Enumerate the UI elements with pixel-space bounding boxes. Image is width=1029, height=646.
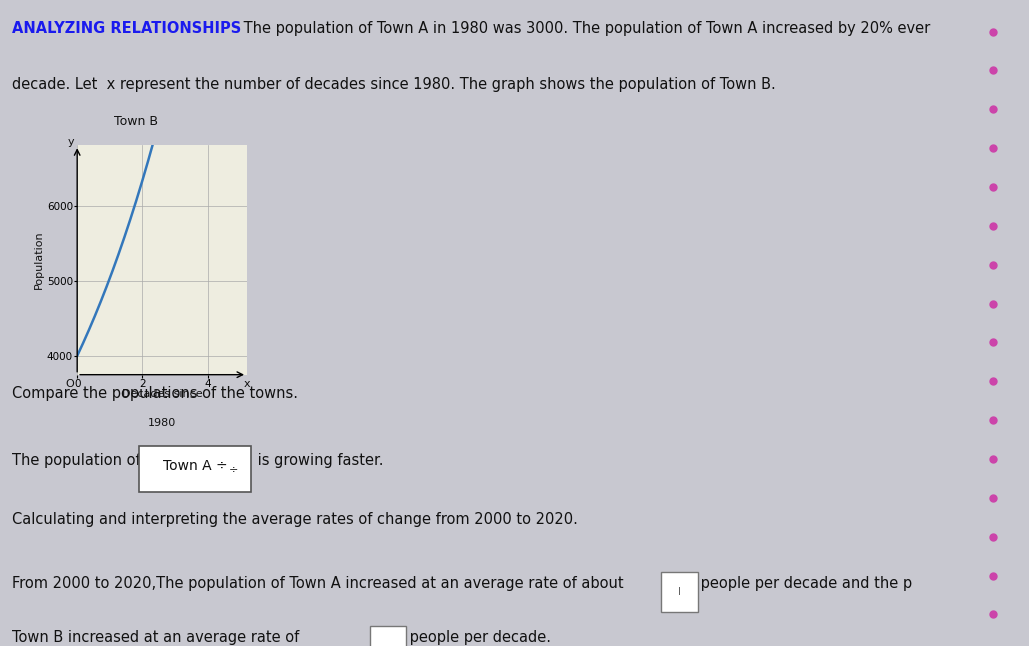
Text: O: O [66, 379, 74, 389]
FancyBboxPatch shape [369, 626, 406, 646]
Text: is growing faster.: is growing faster. [253, 453, 384, 468]
Text: x: x [244, 379, 250, 389]
Text: Town B increased at an average rate of: Town B increased at an average rate of [11, 630, 304, 645]
Y-axis label: Population: Population [34, 231, 44, 289]
Text: ÷: ÷ [228, 464, 239, 474]
Text: Calculating and interpreting the average rates of change from 2000 to 2020.: Calculating and interpreting the average… [11, 512, 577, 527]
Text: ANALYZING RELATIONSHIPS: ANALYZING RELATIONSHIPS [12, 21, 242, 36]
Text: The population of: The population of [11, 453, 145, 468]
Text: From 2000 to 2020,The population of Town A increased at an average rate of about: From 2000 to 2020,The population of Town… [11, 576, 628, 591]
Text: The population of Town A in 1980 was 3000. The population of Town A increased by: The population of Town A in 1980 was 300… [239, 21, 930, 36]
FancyBboxPatch shape [139, 446, 251, 492]
Text: Decades since: Decades since [121, 389, 203, 399]
Text: decade. Let  x represent the number of decades since 1980. The graph shows the p: decade. Let x represent the number of de… [12, 77, 776, 92]
Text: Town B: Town B [114, 114, 158, 128]
Text: I: I [678, 587, 681, 598]
Text: Compare the populations of the towns.: Compare the populations of the towns. [11, 386, 297, 401]
Text: Town A ÷: Town A ÷ [163, 459, 227, 474]
Text: y: y [68, 137, 75, 147]
Text: 1980: 1980 [148, 419, 176, 428]
FancyBboxPatch shape [662, 572, 699, 612]
Text: people per decade.: people per decade. [404, 630, 551, 645]
Text: people per decade and the p: people per decade and the p [697, 576, 913, 591]
